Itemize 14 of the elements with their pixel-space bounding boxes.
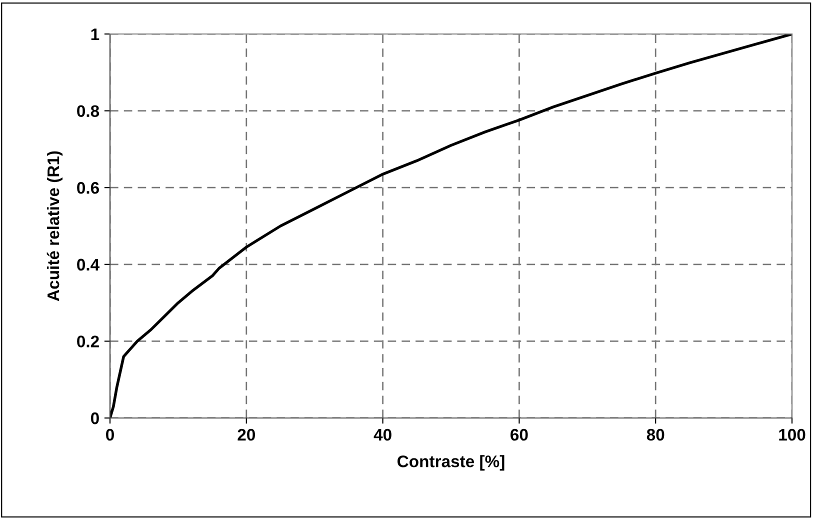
x-tick-label: 80: [646, 428, 664, 441]
x-tick-label: 40: [374, 428, 392, 441]
y-axis-title: Acuité relative (R1): [46, 151, 63, 302]
x-tick-label: 0: [106, 428, 114, 441]
y-tick-label: 0: [90, 412, 99, 424]
y-tick-label: 0.6: [77, 182, 99, 194]
y-tick-label: 0.2: [77, 336, 99, 348]
x-tick-label: 60: [510, 428, 528, 441]
x-axis-title: Contraste [%]: [398, 455, 504, 471]
y-tick-label: 0.8: [77, 105, 100, 118]
x-tick-label: 20: [238, 428, 255, 441]
y-tick-label: 1: [91, 28, 100, 40]
y-tick-label: 0.4: [77, 258, 100, 271]
x-tick-label: 100: [779, 428, 806, 441]
